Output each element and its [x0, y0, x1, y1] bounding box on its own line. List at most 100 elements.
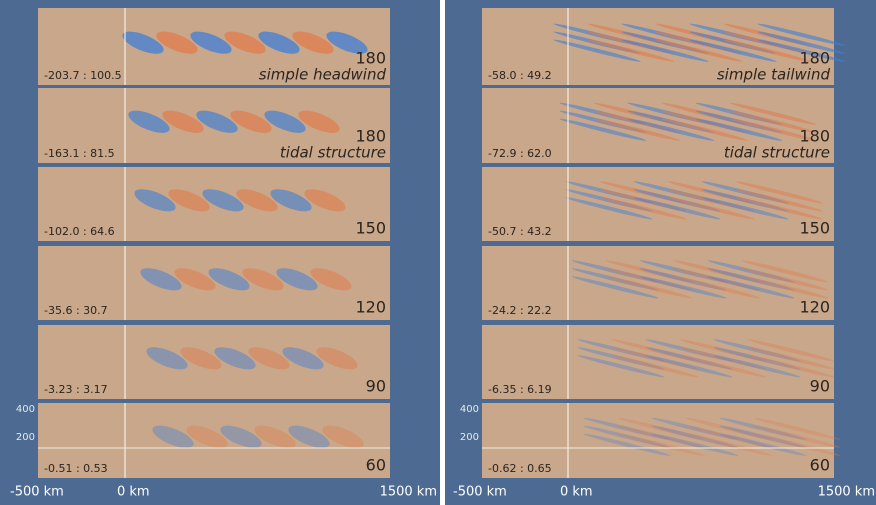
panel-number: 180 [799, 127, 830, 146]
wave-streak [753, 425, 841, 448]
wave [122, 31, 164, 54]
wave [168, 189, 210, 212]
panel [38, 325, 390, 399]
wave-streak [753, 433, 841, 456]
panel [482, 403, 834, 478]
wave-streak [577, 347, 665, 370]
wave [242, 268, 284, 291]
wave [190, 31, 232, 54]
wave [236, 189, 278, 212]
wave-streak [729, 102, 817, 125]
x-axis-label: 0 km [560, 485, 593, 500]
wave-streak [673, 260, 761, 283]
wave-streak [753, 417, 841, 440]
wave-streak [707, 268, 795, 291]
wave-streak [553, 39, 641, 62]
wave-streak [645, 339, 733, 362]
wave-streak [571, 268, 659, 291]
wave-streak [735, 189, 823, 212]
panel [482, 167, 834, 241]
wave-streak [639, 268, 727, 291]
wave [276, 268, 318, 291]
wave-pattern [152, 425, 364, 448]
wave-streak [593, 118, 681, 141]
wave-streak [747, 347, 835, 370]
wave-streak [713, 347, 801, 370]
wave-streak [587, 39, 675, 62]
panel-number: 60 [366, 456, 386, 475]
wave-streak [633, 181, 721, 204]
wave [128, 110, 170, 133]
wave [140, 268, 182, 291]
wave [288, 425, 330, 448]
wave-streak [701, 181, 789, 204]
wave-streak [605, 268, 693, 291]
wave-pattern [553, 23, 845, 62]
wave-streak [565, 181, 653, 204]
wave-streak [633, 197, 721, 220]
wave [162, 110, 204, 133]
wave [310, 268, 352, 291]
wave-streak [667, 181, 755, 204]
wave [258, 31, 300, 54]
wave-streak [639, 276, 727, 299]
wave-streak [651, 425, 739, 448]
wave [208, 268, 250, 291]
panel-number: 180 [799, 49, 830, 68]
wave-streak [713, 339, 801, 362]
range-label: -6.35 : 6.19 [488, 383, 552, 396]
panel-caption: simple tailwind [717, 66, 831, 84]
wave-streak [627, 118, 715, 141]
range-label: -24.2 : 22.2 [488, 304, 552, 317]
wave-streak [679, 347, 767, 370]
wave-streak [565, 189, 653, 212]
wave-streak [655, 39, 743, 62]
wave-streak [719, 425, 807, 448]
panel-number: 150 [799, 219, 830, 238]
range-label: -163.1 : 81.5 [44, 147, 115, 160]
wave [174, 268, 216, 291]
wave-pattern [571, 260, 829, 299]
range-label: -35.6 : 30.7 [44, 304, 108, 317]
wave [224, 31, 266, 54]
range-label: -3.23 : 3.17 [44, 383, 108, 396]
wave [248, 347, 290, 370]
wave-streak [673, 268, 761, 291]
panel-number: 90 [810, 377, 830, 396]
y-tick-label: 200 [16, 432, 35, 443]
wave-pattern [565, 181, 823, 220]
wave-streak [617, 425, 705, 448]
panel-number: 150 [355, 219, 386, 238]
wave-streak [611, 339, 699, 362]
wave-streak [685, 417, 773, 440]
wave [316, 347, 358, 370]
wave-streak [617, 417, 705, 440]
wave-streak [565, 197, 653, 220]
wave [220, 425, 262, 448]
panel-caption: tidal structure [280, 144, 386, 162]
wave-pattern [128, 110, 340, 133]
panel [482, 325, 834, 399]
wave-streak [685, 433, 773, 456]
wave-streak [583, 417, 671, 440]
y-tick-label: 400 [16, 404, 35, 415]
wave-streak [719, 417, 807, 440]
wave-pattern [559, 102, 817, 141]
panel-number: 90 [366, 377, 386, 396]
wave-streak [695, 118, 783, 141]
wave-streak [735, 181, 823, 204]
wave-streak [667, 189, 755, 212]
wave-pattern [122, 31, 368, 54]
wave [298, 110, 340, 133]
wave [186, 425, 228, 448]
wave [134, 189, 176, 212]
panel [482, 246, 834, 320]
wave-streak [707, 260, 795, 283]
wave-pattern [140, 268, 352, 291]
range-label: -72.9 : 62.0 [488, 147, 552, 160]
wave-streak [571, 260, 659, 283]
panel-caption: simple headwind [259, 66, 387, 84]
wave-streak [605, 276, 693, 299]
wave-pattern [146, 347, 358, 370]
wave-streak [729, 118, 817, 141]
